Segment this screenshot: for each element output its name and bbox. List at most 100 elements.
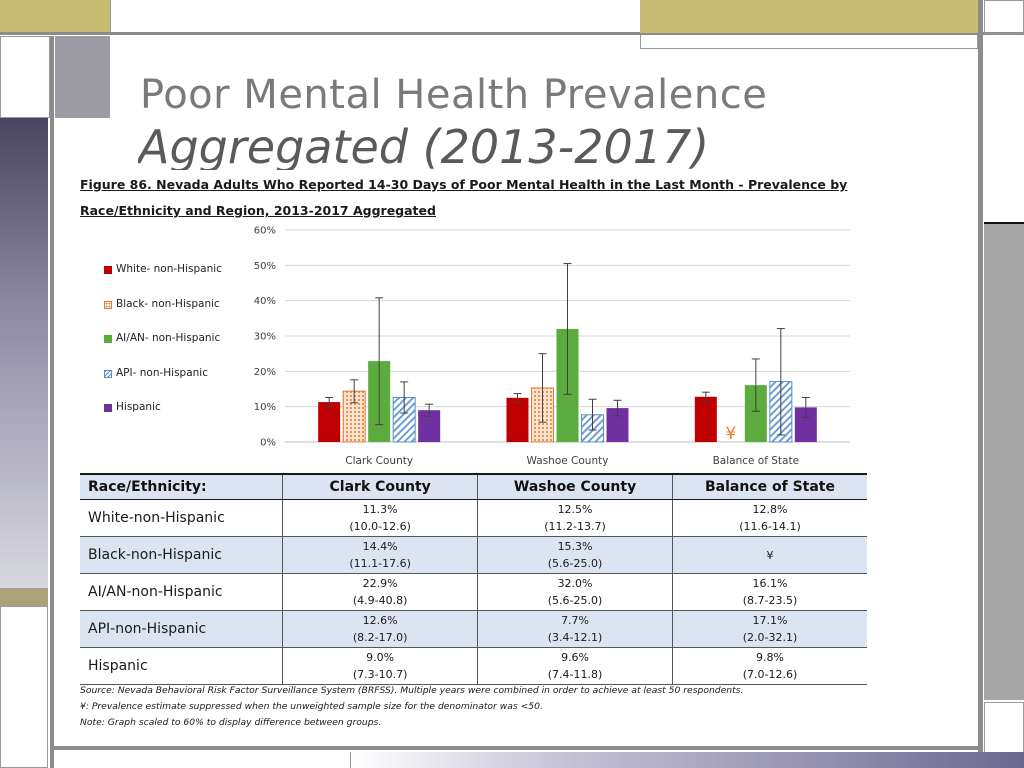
- cell-value: 11.3%: [362, 503, 398, 516]
- cell-value: 17.1%: [752, 614, 788, 627]
- legend-swatch: [104, 266, 112, 274]
- row-label: AI/AN-non-Hispanic: [80, 573, 283, 611]
- cell-value: 12.5%: [557, 503, 593, 516]
- table-cell: 9.6% (7.4-11.8): [477, 647, 673, 685]
- y-tick-label: 0%: [260, 438, 276, 449]
- bottom-gradient-bar: [350, 752, 1024, 768]
- table-cell: 12.6% (8.2-17.0): [282, 610, 478, 648]
- figure-notes: Source: Nevada Behavioral Risk Factor Su…: [80, 683, 743, 731]
- table-cell: 14.4% (11.1-17.6): [282, 536, 478, 574]
- left-vertical-rule: [50, 36, 54, 768]
- slide-subtitle: Aggregated (2013-2017): [138, 120, 710, 170]
- cell-value: 16.1%: [752, 577, 788, 590]
- scale-note: Note: Graph scaled to 60% to display dif…: [80, 717, 382, 728]
- left-gold-stripe: [0, 588, 48, 606]
- data-table: Race/Ethnicity: Clark County Washoe Coun…: [80, 473, 867, 685]
- figure-caption-line2: Race/Ethnicity and Region, 2013-2017 Agg…: [80, 203, 436, 218]
- column-header: Balance of State: [672, 473, 867, 500]
- right-lower-gray-block: [984, 222, 1024, 700]
- y-tick-label: 50%: [254, 261, 276, 272]
- bar: [606, 408, 629, 442]
- cell-value: 12.6%: [362, 614, 398, 627]
- cell-value: 12.8%: [752, 503, 788, 516]
- cell-value: 15.3%: [557, 540, 593, 553]
- row-label: Hispanic: [80, 647, 283, 685]
- cell-ci: (5.6-25.0): [547, 557, 603, 570]
- bar: [506, 397, 529, 442]
- suppressed-marker: ¥: [725, 424, 736, 444]
- table-row: White-non-Hispanic 11.3% (10.0-12.6) 12.5% (…: [80, 499, 867, 537]
- table-row: API-non-Hispanic 12.6% (8.2-17.0) 7.7% (3.4-…: [80, 610, 867, 648]
- cell-ci: (7.0-12.6): [742, 668, 798, 681]
- table-cell: 11.3% (10.0-12.6): [282, 499, 478, 537]
- bar: [744, 385, 767, 442]
- legend-swatch: [104, 300, 112, 309]
- bar: [418, 410, 441, 442]
- left-lower-box: [0, 606, 48, 768]
- legend-label: Black- non-Hispanic: [116, 297, 220, 310]
- cell-value: 22.9%: [362, 577, 398, 590]
- top-right-gold-block: [640, 0, 978, 33]
- cell-value: 9.6%: [561, 651, 590, 664]
- slide-title: Poor Mental Health Prevalence: [140, 72, 768, 118]
- top-rule: [0, 32, 1024, 35]
- right-vertical-rule: [978, 0, 983, 768]
- row-label: Black-non-Hispanic: [80, 536, 283, 574]
- cell-ci: (10.0-12.6): [349, 520, 411, 533]
- table-cell: 16.1% (8.7-23.5): [672, 573, 867, 611]
- figure-caption: Figure 86. Nevada Adults Who Reported 14…: [80, 172, 880, 224]
- cell-ci: (11.6-14.1): [739, 520, 801, 533]
- cell-ci: (2.0-32.1): [742, 631, 798, 644]
- table-row: Hispanic 9.0% (7.3-10.7) 9.6% (7.4-11.8) 9.8%…: [80, 647, 867, 685]
- table-cell: 12.5% (11.2-13.7): [477, 499, 673, 537]
- column-header: Washoe County: [477, 473, 673, 500]
- cell-ci: (11.2-13.7): [544, 520, 606, 533]
- cell-ci: (7.4-11.8): [547, 668, 603, 681]
- y-tick-label: 40%: [254, 296, 276, 307]
- table-cell: 9.8% (7.0-12.6): [672, 647, 867, 685]
- table-cell: 15.3% (5.6-25.0): [477, 536, 673, 574]
- table-cell: 7.7% (3.4-12.1): [477, 610, 673, 648]
- x-category-label: Balance of State: [713, 455, 799, 467]
- cell-ci: (3.4-12.1): [547, 631, 603, 644]
- table-cell: 9.0% (7.3-10.7): [282, 647, 478, 685]
- y-tick-label: 10%: [254, 402, 276, 413]
- cell-ci: (5.6-25.0): [547, 594, 603, 607]
- legend-label: White- non-Hispanic: [116, 263, 222, 275]
- suppression-note: ¥: Prevalence estimate suppressed when t…: [80, 701, 543, 712]
- column-header: Race/Ethnicity:: [80, 473, 283, 500]
- cell-value: 9.8%: [756, 651, 784, 664]
- left-outline-square: [0, 36, 50, 118]
- bar: [318, 402, 341, 442]
- top-right-outline-box: [640, 35, 978, 49]
- cell-ci: (8.2-17.0): [352, 631, 408, 644]
- y-tick-label: 60%: [254, 226, 276, 237]
- legend-swatch: [104, 335, 112, 343]
- bar: [694, 396, 717, 442]
- cell-value: 14.4%: [362, 540, 398, 553]
- cell-value: 7.7%: [561, 614, 590, 627]
- bar-chart: 0% 10% 20% 30% 40% 50% 60% Clark County Washoe C…: [254, 226, 850, 467]
- cell-value: ¥: [766, 548, 774, 562]
- source-note: Source: Nevada Behavioral Risk Factor Su…: [80, 685, 744, 696]
- right-top-outline-box: [984, 0, 1024, 34]
- y-tick-label: 30%: [254, 332, 276, 343]
- legend-label: AI/AN- non-Hispanic: [116, 332, 221, 344]
- table-cell: 32.0% (5.6-25.0): [477, 573, 673, 611]
- legend-swatch: [104, 369, 112, 378]
- legend-label: API- non-Hispanic: [116, 366, 208, 379]
- left-gray-square: [55, 36, 110, 118]
- cell-ci: (4.9-40.8): [352, 594, 408, 607]
- table-row: Black-non-Hispanic 14.4% (11.1-17.6) 15.3% (…: [80, 536, 867, 574]
- cell-value: 32.0%: [557, 577, 593, 590]
- top-left-white-box: [110, 0, 638, 32]
- bottom-rule: [54, 746, 978, 750]
- table-cell: 17.1% (2.0-32.1): [672, 610, 867, 648]
- left-gradient-bar: [0, 118, 48, 588]
- legend-label: Hispanic: [116, 401, 161, 413]
- row-label: API-non-Hispanic: [80, 610, 283, 648]
- table-cell: 12.8% (11.6-14.1): [672, 499, 867, 537]
- x-category-label: Washoe County: [527, 455, 609, 467]
- cell-ci: (8.7-23.5): [742, 594, 798, 607]
- y-tick-label: 20%: [254, 367, 276, 378]
